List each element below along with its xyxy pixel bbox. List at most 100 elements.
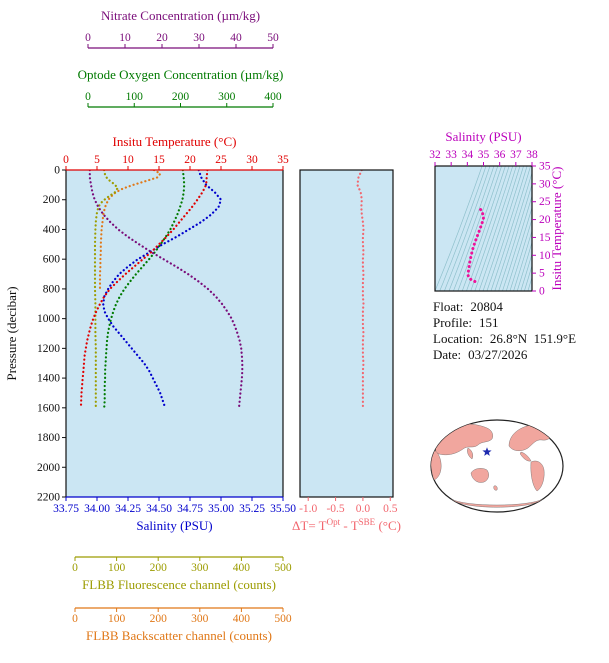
svg-text:32: 32 — [429, 149, 441, 161]
fluorescence-axis-title: FLBB Fluorescence channel (counts) — [82, 577, 276, 592]
svg-text:0: 0 — [85, 91, 91, 103]
svg-text:15: 15 — [153, 154, 165, 166]
svg-text:35: 35 — [478, 149, 490, 161]
svg-text:100: 100 — [108, 613, 126, 625]
svg-text:200: 200 — [150, 562, 168, 574]
svg-text:5: 5 — [539, 268, 545, 280]
float-info-line: Location: 26.8°N 151.9°E — [433, 331, 576, 347]
ts-curve — [466, 208, 485, 284]
date-value: 03/27/2026 — [468, 347, 528, 362]
svg-text:33: 33 — [445, 149, 457, 161]
svg-text:800: 800 — [43, 283, 61, 295]
svg-text:20: 20 — [539, 214, 551, 226]
salinity-curve — [102, 170, 223, 409]
svg-text:34.50: 34.50 — [146, 503, 172, 515]
svg-text:20: 20 — [156, 32, 168, 44]
svg-text:400: 400 — [233, 613, 251, 625]
svg-text:37: 37 — [510, 149, 522, 161]
svg-text:38: 38 — [526, 149, 538, 161]
temperature-curve — [79, 170, 209, 409]
svg-text:20: 20 — [184, 154, 196, 166]
svg-text:400: 400 — [264, 91, 282, 103]
svg-text:10: 10 — [122, 154, 134, 166]
nitrate-axis: 0 10 20 30 40 50 Nitrate Concentration (µm/kg) — [85, 8, 279, 49]
ts-salinity-axis-title: Salinity (PSU) — [445, 129, 521, 144]
svg-text:100: 100 — [108, 562, 126, 574]
float-info-line: Date: 03/27/2026 — [433, 347, 576, 363]
fluorescence-curve — [93, 170, 120, 409]
svg-text:35: 35 — [539, 161, 551, 173]
float-info-line: Float: 20804 — [433, 299, 576, 315]
svg-text:0: 0 — [54, 165, 60, 177]
svg-text:0: 0 — [539, 286, 545, 298]
svg-text:600: 600 — [43, 254, 61, 266]
svg-text:1600: 1600 — [37, 402, 60, 414]
svg-text:300: 300 — [218, 91, 236, 103]
svg-text:40: 40 — [230, 32, 242, 44]
svg-text:10: 10 — [119, 32, 131, 44]
temperature-axis-title: Insitu Temperature (°C) — [113, 134, 237, 149]
float-info-line: Profile: 151 — [433, 315, 576, 331]
svg-text:500: 500 — [274, 562, 292, 574]
svg-text:30: 30 — [193, 32, 205, 44]
svg-text:0.0: 0.0 — [356, 503, 371, 515]
fluorescence-axis: 0 100 200 300 400 500 FLBB Fluorescence channe… — [72, 556, 292, 592]
delta-t-axis-title: ΔT= TOpt - TSBE (°C) — [292, 517, 401, 533]
svg-text:34.75: 34.75 — [177, 503, 203, 515]
delta-t-curve — [356, 170, 365, 409]
ts-temperature-axis-title: Insitu Temperature (°C) — [549, 167, 564, 291]
svg-text:0: 0 — [63, 154, 69, 166]
svg-text:200: 200 — [150, 613, 168, 625]
location-label: Location: — [433, 331, 483, 346]
svg-text:36: 36 — [494, 149, 506, 161]
main-profile-plot: 0200400600800100012001400160018002000220… — [4, 8, 296, 643]
svg-text:1200: 1200 — [37, 343, 60, 355]
date-label: Date: — [433, 347, 462, 362]
nitrate-curve — [88, 170, 244, 409]
pressure-axis: 0 200 400 600 800 1000 1200 1400 1600 1800 2000 220… — [4, 165, 66, 504]
float-location-star — [482, 447, 492, 456]
svg-text:34: 34 — [462, 149, 474, 161]
svg-text:25: 25 — [215, 154, 227, 166]
ts-diagram-panel: 32 33 34 35 36 37 38 Salinity (PSU) 0 5 10 15 20 25 30… — [429, 129, 564, 298]
svg-text:0: 0 — [85, 32, 91, 44]
float-info-block: Float: 20804 Profile: 151 Location: 26.8°N … — [433, 299, 576, 363]
svg-text:35.25: 35.25 — [239, 503, 265, 515]
svg-text:400: 400 — [43, 224, 61, 236]
svg-text:-1.0: -1.0 — [299, 503, 317, 515]
svg-text:200: 200 — [172, 91, 190, 103]
svg-text:1400: 1400 — [37, 373, 60, 385]
float-value: 20804 — [470, 299, 503, 314]
svg-text:400: 400 — [233, 562, 251, 574]
svg-text:0: 0 — [72, 613, 78, 625]
svg-text:35.50: 35.50 — [270, 503, 296, 515]
svg-text:300: 300 — [191, 613, 209, 625]
location-value: 26.8°N 151.9°E — [489, 331, 577, 346]
svg-text:50: 50 — [267, 32, 279, 44]
svg-text:15: 15 — [539, 232, 551, 244]
svg-text:0.5: 0.5 — [383, 503, 398, 515]
svg-text:30: 30 — [246, 154, 258, 166]
svg-text:-0.5: -0.5 — [326, 503, 344, 515]
svg-text:34.25: 34.25 — [115, 503, 141, 515]
salinity-axis-title: Salinity (PSU) — [136, 518, 212, 533]
svg-text:35: 35 — [277, 154, 289, 166]
svg-text:2200: 2200 — [37, 492, 60, 504]
backscatter-axis-title: FLBB Backscatter channel (counts) — [86, 628, 272, 643]
svg-text:10: 10 — [539, 250, 551, 262]
svg-text:1000: 1000 — [37, 313, 60, 325]
oxygen-curve — [103, 170, 186, 409]
svg-text:200: 200 — [43, 194, 61, 206]
world-map — [430, 419, 564, 513]
svg-text:5: 5 — [94, 154, 100, 166]
profile-value: 151 — [479, 315, 499, 330]
density-contours — [435, 166, 532, 291]
backscatter-curve — [98, 170, 162, 290]
svg-text:33.75: 33.75 — [53, 503, 79, 515]
temperature-axis: 0 5 10 15 20 25 30 35 Insitu Temperature (°C) — [63, 134, 289, 171]
svg-text:500: 500 — [274, 613, 292, 625]
oxygen-axis: 0 100 200 300 400 Optode Oxygen Concentration… — [78, 67, 283, 108]
svg-text:100: 100 — [126, 91, 144, 103]
